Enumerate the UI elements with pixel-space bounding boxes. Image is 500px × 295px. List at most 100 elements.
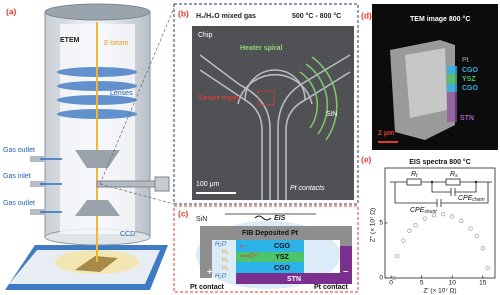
ac-symbol [254, 215, 272, 221]
heater-label: Heater spiral [240, 45, 282, 52]
panel-c: (c) SiN EIS FIB Deposited Pt H₂O H₂ H₂ e… [173, 205, 359, 293]
tem-title: TEM image 800 °C [410, 15, 470, 23]
sample-label: Sample region [198, 95, 240, 102]
cgo-band [447, 66, 457, 74]
rs-label: Rs [450, 171, 458, 179]
x-tick-label: 5 [420, 280, 424, 287]
data-point [407, 228, 412, 233]
subscript: s [455, 173, 458, 179]
cgo-label: CGO [274, 243, 291, 250]
data-point [459, 218, 464, 223]
x-axis-label: Z' (× 10⁷ Ω) [423, 288, 456, 295]
pt-label: FIB Deposited Pt [242, 230, 299, 237]
etem-label: ETEM [60, 37, 80, 44]
resistor [406, 178, 422, 186]
stn-layer [236, 246, 352, 284]
ysz-band [447, 74, 457, 84]
trace [199, 69, 263, 200]
capacitor [450, 188, 456, 196]
stn-band [447, 92, 457, 122]
pt-leg [200, 226, 212, 278]
cgo-label: CGO [462, 85, 479, 92]
cpe-shunt-label: CPEshunt [410, 207, 437, 215]
contact-label: Pt contact [314, 284, 349, 291]
data-point [401, 238, 406, 243]
trace [244, 69, 306, 101]
x-tick-label: 0 [389, 280, 393, 287]
data-point [468, 226, 473, 231]
node [474, 180, 478, 184]
gas-inlet-label: Gas inlet [3, 173, 31, 180]
cgo-label: CGO [462, 67, 479, 74]
h2-label: H₂ [222, 258, 229, 264]
sample-region [257, 90, 275, 106]
data-point [480, 246, 485, 251]
gas-pipe [30, 156, 46, 162]
panel-label: (b) [178, 8, 189, 18]
x-tick-label: 10 [449, 280, 457, 287]
symbol: R [411, 171, 416, 178]
tem-grain [405, 48, 447, 118]
ysz-label: YSZ [275, 254, 289, 261]
gas-outlet-label: Gas outlet [3, 200, 35, 207]
panel-a: (a) ETEM E-beam Lenses Gas outlet Gas in… [3, 3, 175, 290]
panel-label: (c) [178, 208, 189, 218]
scale-label: 100 μm [196, 181, 220, 188]
arc [305, 63, 329, 135]
h2-label: H₂ [222, 250, 229, 256]
contacts-label: Pt contacts [290, 185, 325, 192]
scale-label: 2 μm [378, 130, 394, 137]
data-point [413, 223, 418, 228]
plot-frame [384, 167, 496, 279]
gas-label: H₂/H₂O mixed gas [196, 13, 256, 20]
plus-sign: + [207, 266, 212, 276]
wire [394, 182, 489, 204]
gas-pipe [30, 181, 46, 187]
h2-label: H₂ [222, 266, 229, 272]
symbol: CPE [458, 195, 473, 202]
x-tick-label: 15 [479, 280, 487, 287]
subscript: t [416, 173, 418, 179]
ccd-image [75, 256, 118, 272]
node [430, 180, 434, 184]
subscript: chem [472, 197, 484, 203]
chip-traces [199, 54, 351, 200]
pt-label: Pt [462, 57, 469, 64]
data-point [440, 212, 446, 217]
cgo-label: CGO [274, 265, 291, 272]
cgo-layer [236, 262, 304, 273]
data-point [450, 214, 455, 219]
data-point [392, 275, 397, 281]
chart-title: EIS spectra 800 °C [409, 158, 471, 166]
sin-label: SiN [326, 111, 337, 118]
trace [285, 71, 351, 200]
zoom-line [99, 7, 175, 185]
arc [311, 56, 338, 141]
ebeam-label: E-beam [104, 40, 129, 47]
panel-b: (b) H₂/H₂O mixed gas 500 °C - 800 °C Chi… [173, 3, 359, 205]
gas-outlet-label: Gas outlet [3, 147, 35, 154]
cgo-layer [236, 240, 304, 252]
resistor [445, 178, 461, 186]
trace [199, 54, 271, 200]
panel-label: (e) [361, 154, 372, 164]
oxide-ion-label: O²⁻ [250, 254, 260, 260]
temperature-label: 500 °C - 800 °C [292, 12, 341, 20]
y-tick-label: 5 [379, 220, 383, 227]
cgo-band [447, 84, 457, 92]
panel-d: (d) TEM image 800 °C Pt CGO YSZ CGO STN … [361, 4, 498, 150]
gas-pipe [30, 209, 46, 215]
zoom-line [99, 183, 175, 205]
column-top [44, 3, 151, 21]
stn-label: STN [287, 276, 301, 283]
h2o-label: H₂O [215, 274, 227, 280]
ysz-label: YSZ [462, 76, 476, 83]
arc [299, 71, 319, 129]
data-point [485, 265, 490, 271]
symbol: CPE [410, 207, 425, 214]
wire [431, 182, 477, 193]
heater-arcs [299, 56, 338, 141]
symbol: R [450, 171, 455, 178]
circuit [390, 178, 492, 207]
